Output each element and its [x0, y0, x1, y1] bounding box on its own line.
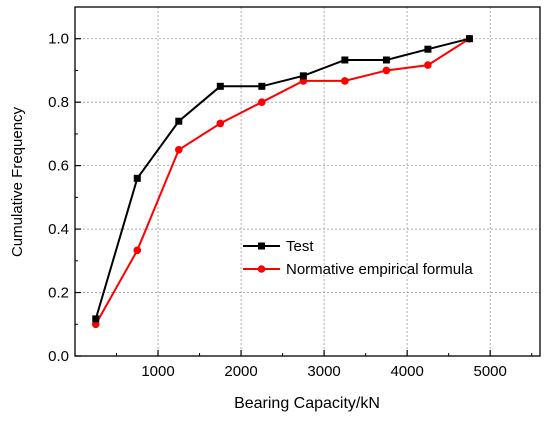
data-point [258, 98, 266, 106]
legend-label: Normative empirical formula [286, 261, 473, 278]
y-tick-label: 0.8 [48, 94, 69, 111]
data-point [299, 72, 307, 80]
data-point [424, 61, 432, 69]
data-point [465, 35, 473, 43]
data-point [216, 119, 225, 128]
data-point [175, 117, 183, 125]
series-normative-empirical-formula [91, 34, 474, 329]
legend-marker [257, 265, 266, 273]
data-point [382, 66, 391, 75]
x-tick-label: 1000 [141, 363, 174, 380]
data-point [174, 145, 183, 154]
x-axis-label: Bearing Capacity/kN [234, 395, 380, 412]
data-point [341, 77, 349, 85]
data-point [133, 174, 141, 182]
x-tick-label: 5000 [473, 363, 506, 380]
legend-label: Test [286, 238, 314, 255]
series-line [94, 37, 470, 320]
axes [74, 6, 541, 357]
x-tick-label: 4000 [390, 363, 423, 380]
data-point [92, 315, 100, 323]
y-tick-label: 0.0 [48, 348, 69, 365]
data-point [258, 82, 266, 90]
x-tick-label: 2000 [224, 363, 257, 380]
series-test [92, 35, 473, 323]
y-axis-label: Cumulative Frequency [9, 106, 26, 257]
data-point [216, 82, 224, 90]
y-tick-label: 0.2 [48, 285, 69, 302]
data-point [382, 56, 390, 64]
legend: Test Normative empirical formula [243, 238, 473, 278]
grid [75, 7, 540, 356]
y-tick-label: 0.6 [48, 158, 69, 175]
y-tick-label: 0.4 [48, 221, 69, 238]
y-tick-label: 1.0 [48, 31, 69, 48]
plot-frame [74, 6, 541, 357]
legend-item: Normative empirical formula [243, 261, 473, 278]
data-point [341, 56, 349, 64]
legend-marker [258, 242, 265, 250]
data-point [424, 45, 432, 53]
x-tick-label: 3000 [307, 363, 340, 380]
series [91, 34, 474, 329]
data-point [133, 246, 142, 255]
series-line [94, 37, 470, 325]
ticks: 1000 2000 3000 4000 5000 0.0 0.2 0.4 0.6 0.8 1.0 [48, 6, 533, 380]
legend-item: Test [243, 238, 314, 255]
